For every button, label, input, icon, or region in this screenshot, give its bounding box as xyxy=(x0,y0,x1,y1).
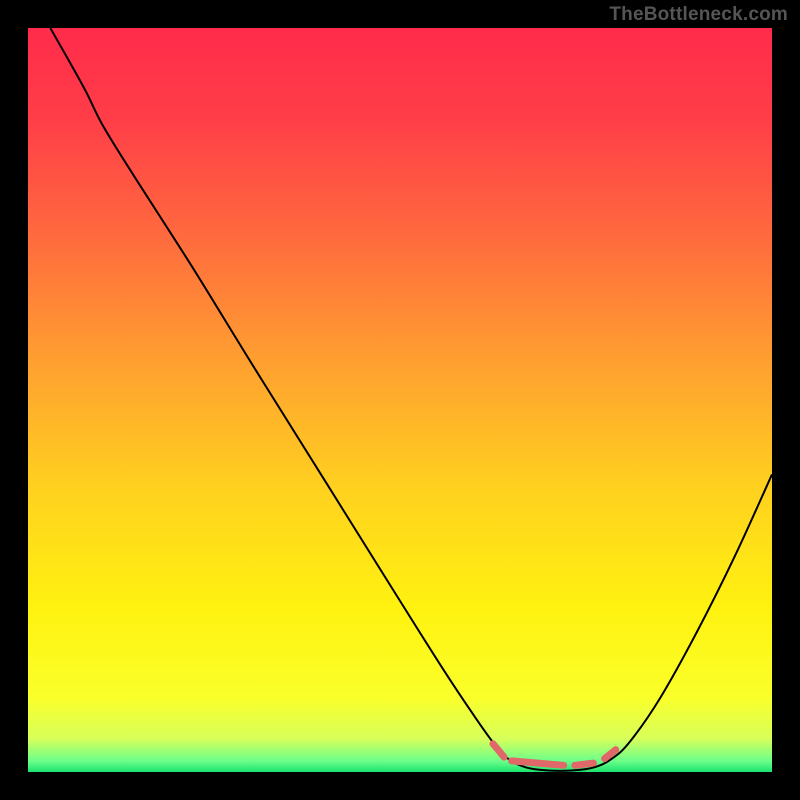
plot-area xyxy=(28,28,772,772)
watermark-text: TheBottleneck.com xyxy=(609,4,788,26)
gradient-background xyxy=(28,28,772,772)
chart-container: TheBottleneck.com xyxy=(0,0,800,800)
plot-svg xyxy=(28,28,772,772)
valley-marker-segment xyxy=(575,763,594,765)
valley-marker-segment xyxy=(512,761,564,765)
